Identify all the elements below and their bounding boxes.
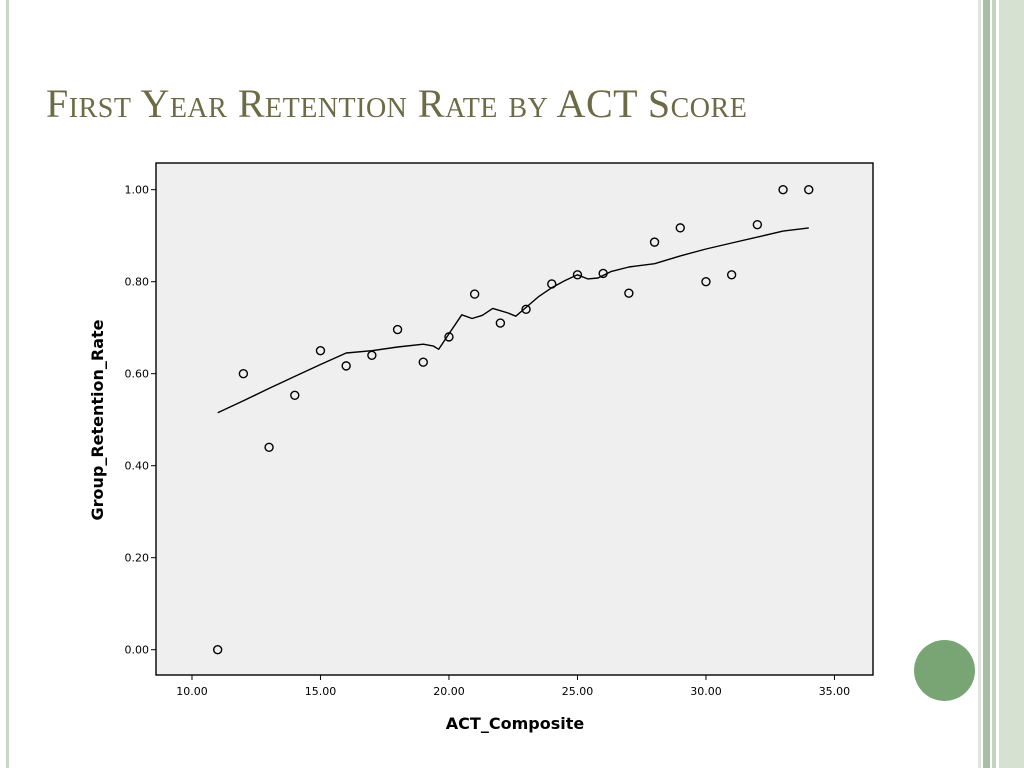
data-point (495, 318, 506, 328)
data-point (444, 332, 454, 342)
data-point (649, 237, 660, 247)
data-point (598, 268, 608, 279)
data-point (212, 644, 223, 655)
data-points (212, 184, 814, 655)
data-point (238, 368, 249, 379)
y-axis: 0.00 0.20 0.40 0.60 0.80 1.00 (125, 184, 156, 657)
data-point (341, 361, 351, 371)
slide-title: First Year Retention Rate by ACT Score (46, 81, 748, 126)
left-frame-rule (6, 0, 9, 768)
x-tick-label: 10.00 (176, 685, 208, 698)
data-point (701, 276, 711, 287)
data-point (624, 288, 634, 298)
x-tick-label: 25.00 (562, 685, 594, 698)
data-point (469, 289, 480, 299)
data-point (778, 184, 788, 195)
y-tick-label: 0.20 (125, 552, 150, 565)
data-point (315, 345, 326, 356)
data-point (392, 324, 403, 335)
y-tick-label: 0.00 (125, 644, 150, 657)
y-tick-label: 0.40 (125, 460, 150, 473)
plot-area (155, 162, 874, 676)
data-point (804, 184, 814, 195)
data-point (264, 442, 274, 452)
right-frame-stripes (978, 0, 1024, 768)
decorative-circle (914, 640, 975, 701)
x-tick-label: 20.00 (433, 685, 465, 698)
fit-line (217, 227, 809, 414)
x-axis-title: ACT_Composite (446, 714, 585, 733)
data-point (521, 304, 531, 314)
data-point (418, 357, 428, 367)
x-tick-label: 15.00 (305, 685, 337, 698)
y-tick-label: 1.00 (125, 184, 150, 197)
data-point (752, 219, 763, 230)
y-tick-label: 0.60 (125, 368, 150, 381)
data-point (547, 279, 557, 289)
data-point (367, 350, 377, 360)
x-axis: 10.00 15.00 20.00 25.00 30.00 35.00 (176, 675, 850, 698)
x-tick-label: 30.00 (690, 685, 722, 698)
data-point (290, 390, 300, 401)
data-point (572, 270, 583, 280)
fit-line-group (217, 227, 809, 414)
y-tick-label: 0.80 (125, 276, 150, 289)
data-point (675, 223, 685, 233)
data-point (726, 270, 737, 280)
x-tick-label: 35.00 (819, 685, 851, 698)
y-axis-title: Group_Retention_Rate (88, 319, 107, 520)
